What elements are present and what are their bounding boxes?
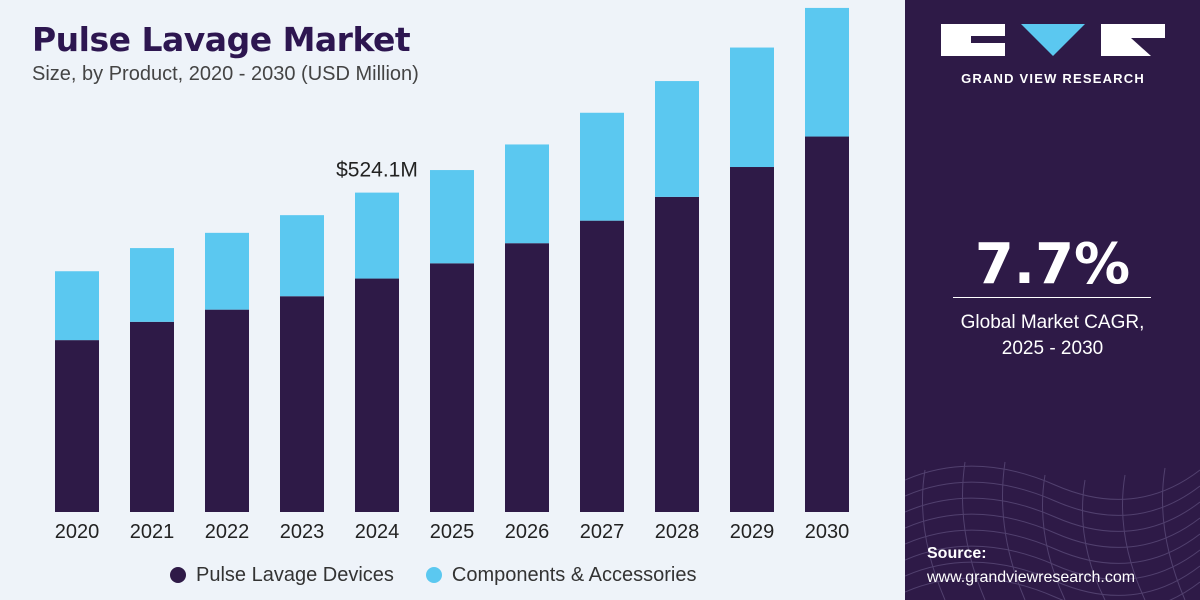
brand-name: GRAND VIEW RESEARCH <box>961 71 1145 86</box>
x-tick-label-2025: 2025 <box>430 521 475 543</box>
bar-devices-2023 <box>280 296 324 512</box>
chart-subtitle: Size, by Product, 2020 - 2030 (USD Milli… <box>32 63 419 85</box>
x-tick-label-2021: 2021 <box>130 521 175 543</box>
bar-devices-2029 <box>730 167 774 512</box>
cagr-divider <box>953 297 1151 298</box>
bar-components-2025 <box>430 170 474 264</box>
x-tick-label-2024: 2024 <box>355 521 400 543</box>
legend-item-devices: Pulse Lavage Devices <box>170 564 394 587</box>
bar-components-2020 <box>55 271 99 341</box>
gvr-logo: GRAND VIEW RESEARCH <box>941 22 1165 86</box>
bar-devices-2020 <box>55 340 99 512</box>
info-panel: GRAND VIEW RESEARCH 7.7% Global Market C… <box>905 0 1200 600</box>
bar-devices-2026 <box>505 243 549 512</box>
x-tick-label-2023: 2023 <box>280 521 325 543</box>
bar-components-2024 <box>355 192 399 279</box>
cagr-label: Global Market CAGR, 2025 - 2030 <box>905 310 1200 362</box>
bar-devices-2030 <box>805 136 849 513</box>
source-label: Source: <box>927 545 987 562</box>
bar-devices-2021 <box>130 321 174 512</box>
bar-components-2022 <box>205 232 249 310</box>
legend-item-components: Components & Accessories <box>425 563 697 587</box>
bar-components-2028 <box>655 81 699 197</box>
bar-components-2030 <box>805 7 849 137</box>
chart-title: Pulse Lavage Market <box>32 20 411 59</box>
legend-swatch-devices <box>170 567 186 583</box>
legend-label-components: Components & Accessories <box>451 563 697 586</box>
cagr-value: 7.7% <box>974 232 1131 297</box>
x-tick-label-2020: 2020 <box>55 521 100 543</box>
source-url[interactable]: www.grandviewresearch.com <box>927 569 1136 586</box>
cagr-label-line1: Global Market CAGR, <box>960 312 1145 333</box>
data-label-2024: $524.1M <box>336 159 418 182</box>
chart-legend: Pulse Lavage Devices Components & Access… <box>170 562 696 588</box>
x-tick-label-2027: 2027 <box>580 521 625 543</box>
bar-devices-2028 <box>655 196 699 512</box>
legend-label-devices: Pulse Lavage Devices <box>196 563 394 586</box>
bar-devices-2024 <box>355 278 399 512</box>
gvr-logo-mark <box>941 24 1165 56</box>
legend-swatch-components <box>425 567 442 583</box>
bar-devices-2025 <box>430 263 474 512</box>
bar-components-2023 <box>280 215 324 297</box>
x-tick-label-2026: 2026 <box>505 521 550 543</box>
cagr-label-line2: 2025 - 2030 <box>1001 338 1104 359</box>
bar-components-2027 <box>580 112 624 221</box>
x-tick-label-2029: 2029 <box>730 521 775 543</box>
bar-devices-2027 <box>580 220 624 512</box>
bar-devices-2022 <box>205 309 249 512</box>
bar-components-2026 <box>505 144 549 244</box>
chart-panel: Pulse Lavage Market Size, by Product, 20… <box>32 7 850 588</box>
x-tick-label-2030: 2030 <box>805 521 850 543</box>
source-block: Source: www.grandviewresearch.com <box>927 542 1135 590</box>
stacked-bar-chart: 2020 2021 2022 2023 2024 $524.1M 2025 2026 2027 2… <box>55 7 850 543</box>
bar-components-2029 <box>730 47 774 168</box>
bar-components-2021 <box>130 248 174 322</box>
x-tick-label-2028: 2028 <box>655 521 700 543</box>
x-tick-label-2022: 2022 <box>205 521 250 543</box>
wave-mesh-decoration <box>905 461 1200 600</box>
